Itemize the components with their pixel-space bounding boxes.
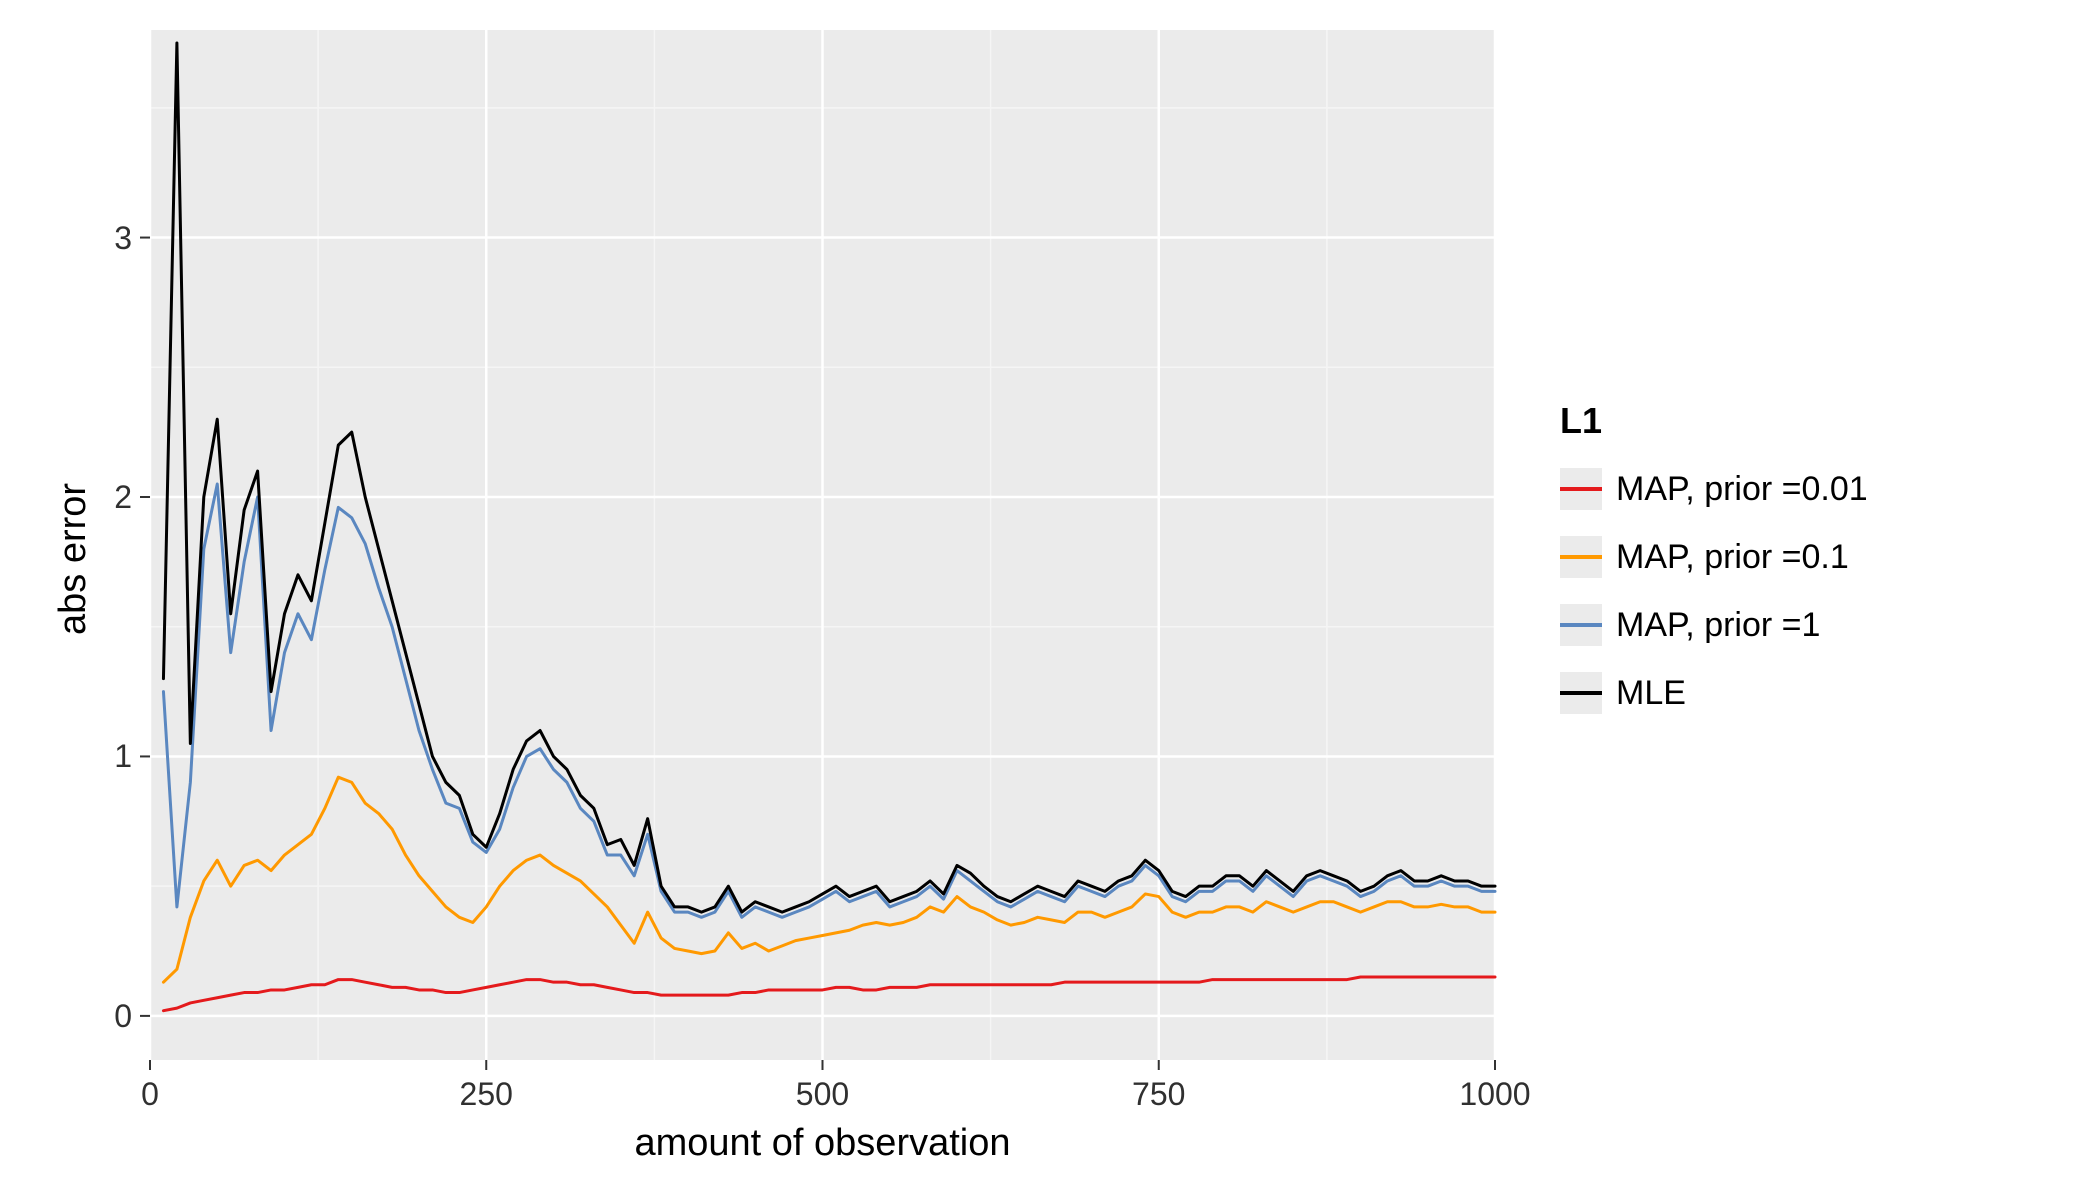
y-tick-label: 2 xyxy=(114,479,132,516)
chart-container: abs error amount of observation L1 MAP, … xyxy=(0,0,2100,1200)
legend-item: MAP, prior =1 xyxy=(1560,604,1868,646)
legend-key xyxy=(1560,672,1602,714)
legend-label: MAP, prior =0.01 xyxy=(1616,470,1868,509)
x-tick-label: 250 xyxy=(446,1076,526,1113)
legend-label: MLE xyxy=(1616,674,1686,713)
y-axis-label: abs error xyxy=(52,483,95,635)
x-tick-label: 750 xyxy=(1119,1076,1199,1113)
legend-key xyxy=(1560,468,1602,510)
x-axis-label: amount of observation xyxy=(623,1122,1023,1165)
legend-item: MAP, prior =0.01 xyxy=(1560,468,1868,510)
y-tick-label: 3 xyxy=(114,220,132,257)
y-tick-label: 0 xyxy=(114,998,132,1035)
x-tick-label: 0 xyxy=(110,1076,190,1113)
legend-item: MAP, prior =0.1 xyxy=(1560,536,1868,578)
legend: L1 MAP, prior =0.01 MAP, prior =0.1 MAP, p… xyxy=(1560,400,1868,740)
legend-label: MAP, prior =0.1 xyxy=(1616,538,1849,577)
y-tick-label: 1 xyxy=(114,738,132,775)
legend-key xyxy=(1560,536,1602,578)
legend-key xyxy=(1560,604,1602,646)
legend-item: MLE xyxy=(1560,672,1868,714)
x-tick-label: 500 xyxy=(783,1076,863,1113)
x-tick-label: 1000 xyxy=(1455,1076,1535,1113)
legend-label: MAP, prior =1 xyxy=(1616,606,1820,645)
plot-panel xyxy=(150,30,1495,1060)
legend-title: L1 xyxy=(1560,400,1868,442)
